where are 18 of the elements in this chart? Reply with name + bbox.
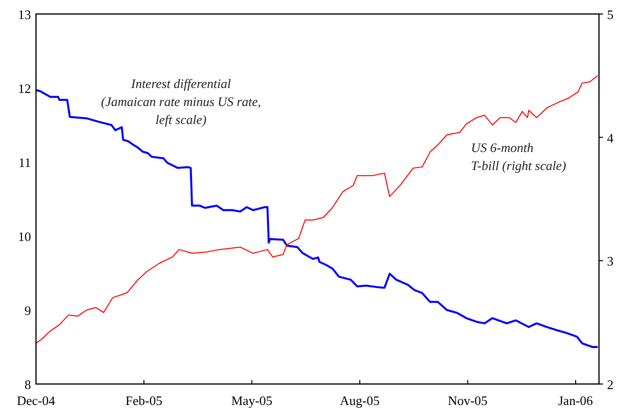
y-tick-label: 11 bbox=[18, 155, 31, 170]
y2-tick-label: 2 bbox=[607, 377, 614, 392]
x-tick-label: Dec-04 bbox=[16, 393, 56, 408]
series-label: US 6-month T-bill (right scale) bbox=[471, 140, 566, 173]
x-tick-label: Nov-05 bbox=[448, 393, 488, 408]
x-tick-label: Aug-05 bbox=[340, 393, 380, 408]
y-tick-label: 10 bbox=[18, 229, 31, 244]
y-tick-label: 8 bbox=[24, 377, 31, 392]
y2-tick-label: 3 bbox=[607, 254, 614, 269]
x-tick-label: Jan-06 bbox=[558, 393, 594, 408]
x-tick-label: Feb-05 bbox=[125, 393, 162, 408]
y-tick-label: 13 bbox=[18, 7, 31, 22]
series-label: Interest differential (Jamaican rate minus US rate, left scale) bbox=[101, 76, 261, 127]
y2-tick-label: 4 bbox=[607, 130, 614, 146]
y-tick-label: 12 bbox=[18, 81, 31, 96]
y2-tick-label: 5 bbox=[607, 7, 614, 22]
x-tick-label: May-05 bbox=[231, 393, 272, 408]
y-tick-label: 9 bbox=[24, 303, 31, 318]
